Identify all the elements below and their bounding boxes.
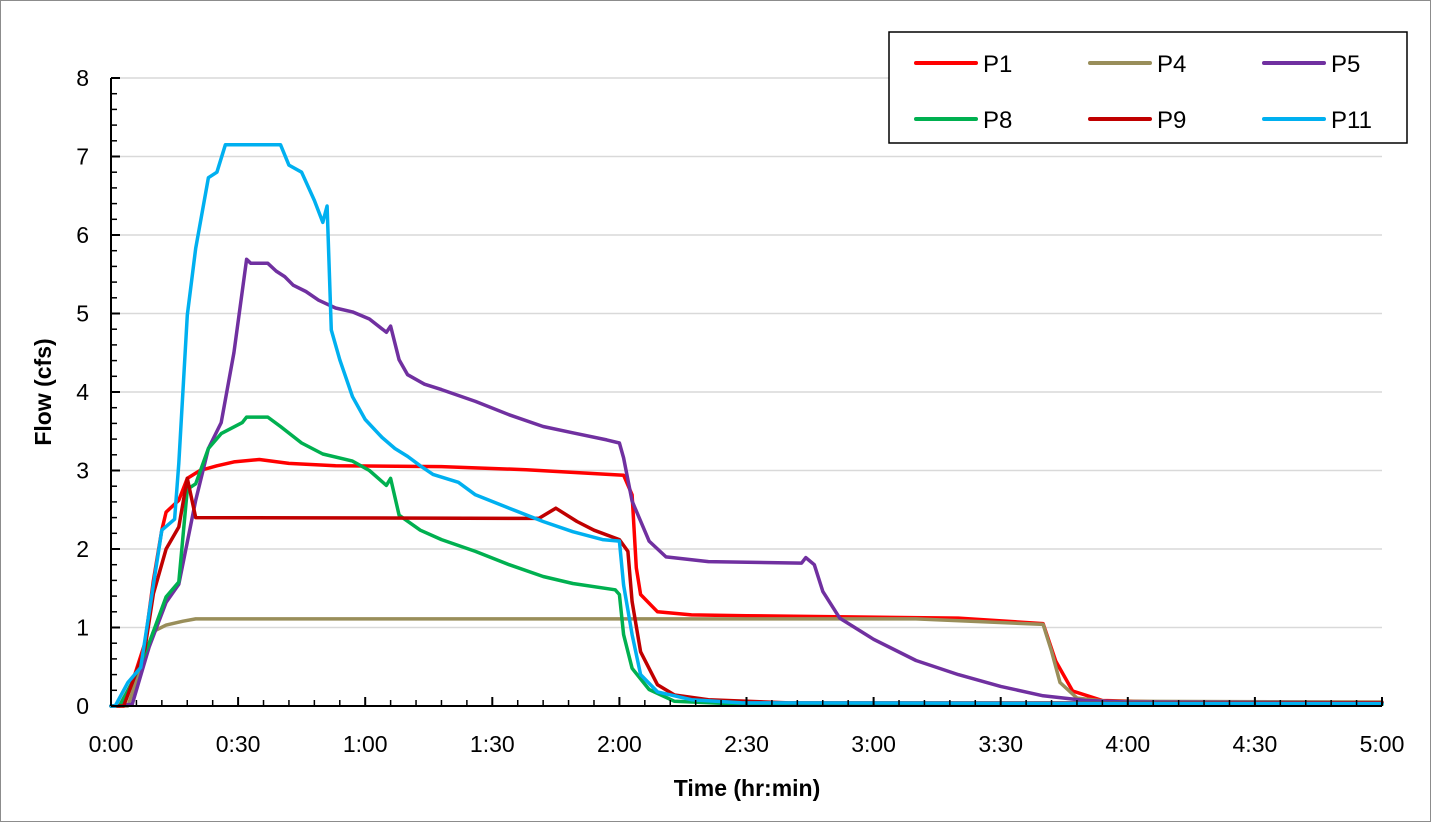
legend-label-p9: P9 [1157, 107, 1186, 134]
y-tick-label: 3 [76, 458, 89, 484]
gridlines [111, 77, 1382, 629]
y-tick-label: 4 [76, 379, 89, 405]
legend-label-p5: P5 [1331, 51, 1360, 78]
y-axis-title: Flow (cfs) [30, 338, 56, 445]
y-tick-label: 2 [76, 536, 89, 562]
series-line-p8 [109, 415, 1384, 708]
x-tick-label: 1:30 [470, 731, 515, 757]
y-tick-label: 6 [76, 222, 89, 248]
x-tick-label: 2:00 [597, 731, 642, 757]
legend: P1 P4 P5 P8 P9 P11 [888, 31, 1408, 144]
legend-label-p1: P1 [983, 51, 1012, 78]
series-line-p5 [109, 257, 1384, 708]
x-tick-label: 3:30 [978, 731, 1023, 757]
series-line-p11 [109, 142, 1384, 708]
legend-label-p8: P8 [983, 107, 1012, 134]
series-line-p9 [109, 476, 1384, 708]
series-line-p1 [109, 457, 1384, 708]
legend-label-p11: P11 [1331, 107, 1372, 134]
series-line-p4 [109, 617, 1384, 708]
x-tick-label: 0:00 [89, 731, 134, 757]
y-tick-labels: 0 1 2 3 4 5 6 7 8 [76, 65, 89, 719]
y-tick-label: 5 [76, 301, 89, 327]
y-tick-label: 1 [76, 615, 89, 641]
x-tick-label: 2:30 [724, 731, 769, 757]
x-tick-label: 0:30 [216, 731, 261, 757]
x-tick-label: 4:00 [1105, 731, 1150, 757]
x-axis-title: Time (hr:min) [674, 775, 821, 801]
legend-box [888, 31, 1408, 144]
y-tick-label: 8 [76, 65, 89, 91]
x-tick-label: 1:00 [343, 731, 388, 757]
legend-label-p4: P4 [1157, 51, 1186, 78]
y-tick-label: 7 [76, 144, 89, 170]
y-tick-label: 0 [76, 693, 89, 719]
x-tick-labels: 0:00 0:30 1:00 1:30 2:00 2:30 3:00 3:30 4:00 4:30… [89, 731, 1405, 757]
x-tick-label: 3:00 [851, 731, 896, 757]
x-tick-label: 4:30 [1233, 731, 1278, 757]
x-tick-label: 5:00 [1360, 731, 1405, 757]
axes [110, 77, 1383, 707]
series-lines [109, 142, 1384, 708]
